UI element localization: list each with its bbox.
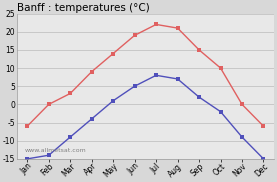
Text: Banff : temperatures (°C): Banff : temperatures (°C) [17, 3, 149, 13]
Text: www.allmetsat.com: www.allmetsat.com [24, 148, 86, 153]
